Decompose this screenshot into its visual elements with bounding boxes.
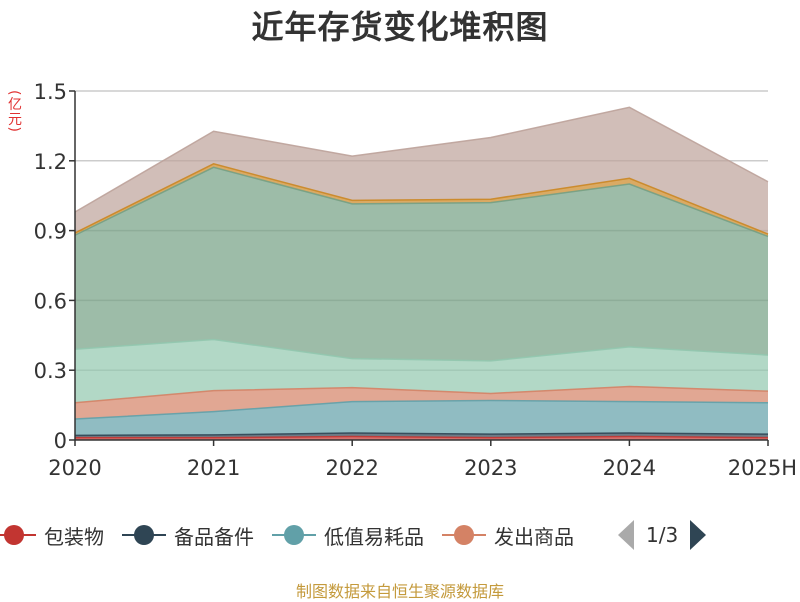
series-line-3 [74,385,769,404]
legend-next-page-icon[interactable] [690,520,707,550]
x-tick-label: 2023 [464,456,517,480]
y-axis-unit-label: (亿元) [6,90,22,133]
y-tick-label: 0.9 [34,220,67,244]
legend-pager: 1/3 [618,520,707,550]
x-tick-label: 2025H [728,456,797,480]
legend-item[interactable]: 包装物 [0,521,104,550]
series-line-0 [75,435,769,439]
legend-item[interactable]: 发出商品 [442,521,574,550]
series-line-5 [74,166,769,238]
series-line-1 [74,432,769,437]
legend-marker-icon [0,523,36,547]
legend-items: 包装物 备品备件 低值易耗品 发出商品 [0,521,612,550]
x-tick-label: 2020 [48,456,101,480]
chart-title: 近年存货变化堆积图 [251,8,549,46]
y-tick-label: 0 [54,429,67,453]
series-line-4 [74,338,769,362]
series-line-2 [74,399,769,420]
area-series-4 [75,339,768,403]
x-tick-label: 2021 [187,456,240,480]
legend-marker-icon [122,523,166,547]
legend-item[interactable]: 备品备件 [122,521,254,550]
y-tick-label: 0.3 [34,359,67,383]
y-tick-label: 1.2 [34,150,67,174]
legend-label: 低值易耗品 [324,524,424,549]
y-tick-label: 0.6 [34,289,67,313]
legend-label: 包装物 [44,524,104,549]
legend-item[interactable]: 低值易耗品 [272,521,424,550]
area-series-7 [75,107,768,235]
legend-label: 备品备件 [174,524,254,549]
legend-label: 发出商品 [494,524,574,549]
legend-marker-icon [272,523,316,547]
area-series-5 [75,167,768,361]
data-source-note: 制图数据来自恒生聚源数据库 [295,582,504,601]
series-line-6 [74,163,769,235]
legend-marker-icon [442,523,486,547]
area-series-3 [75,386,768,420]
y-tick-label: 1.5 [34,80,67,104]
legend-prev-page-icon[interactable] [618,520,634,550]
legend: 包装物 备品备件 低值易耗品 发出商品 1/3 [0,515,800,555]
x-tick-label: 2024 [603,456,656,480]
x-tick-label: 2022 [325,456,378,480]
series-line-7 [74,106,769,213]
legend-page-indicator: 1/3 [646,523,679,547]
